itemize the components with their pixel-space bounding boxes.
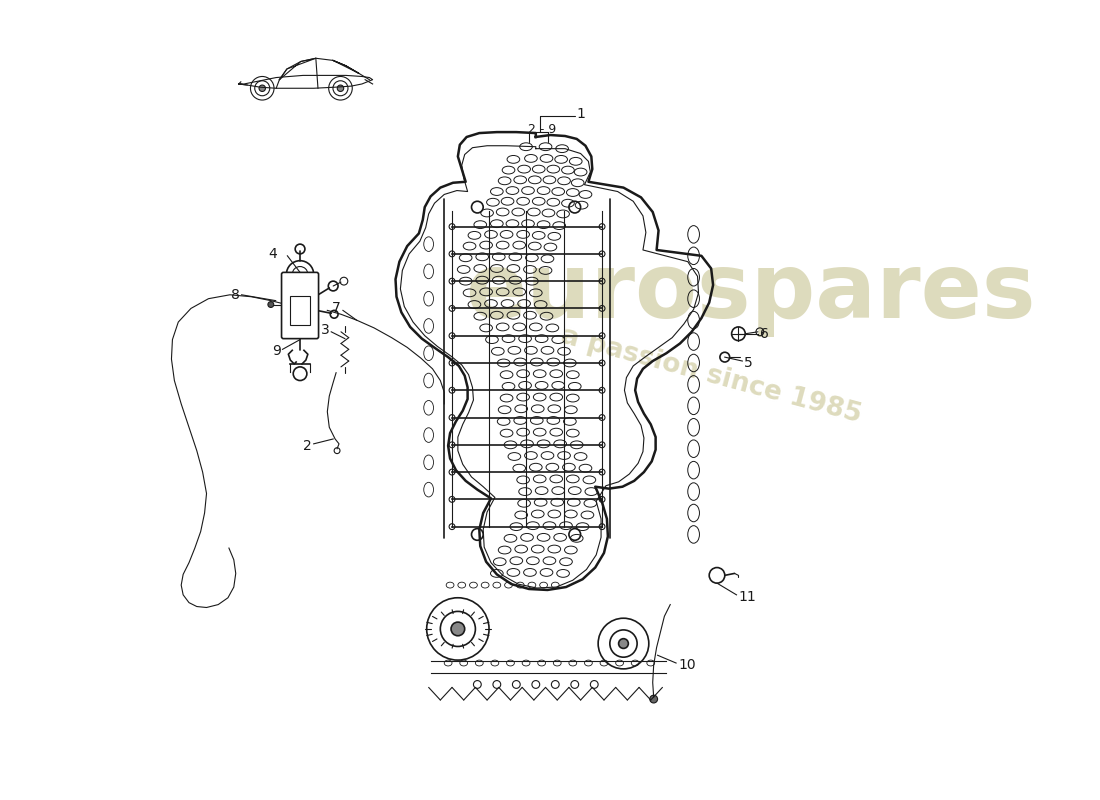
Text: 6: 6: [760, 326, 769, 341]
FancyBboxPatch shape: [290, 296, 310, 325]
Circle shape: [451, 622, 464, 636]
Text: 9: 9: [272, 344, 280, 358]
Text: 8: 8: [231, 288, 240, 302]
Text: 3: 3: [320, 323, 329, 337]
Text: 2: 2: [302, 438, 311, 453]
Text: eurospares: eurospares: [465, 249, 1035, 337]
Text: a passion since 1985: a passion since 1985: [558, 323, 865, 428]
Text: 11: 11: [738, 590, 756, 604]
Text: 2 - 9: 2 - 9: [528, 122, 557, 136]
Text: 1: 1: [576, 106, 585, 121]
Circle shape: [338, 85, 343, 91]
Text: 10: 10: [678, 658, 695, 672]
Text: 7: 7: [332, 302, 341, 315]
Text: 4: 4: [268, 247, 277, 261]
Circle shape: [618, 638, 628, 649]
Circle shape: [268, 302, 274, 307]
Circle shape: [258, 85, 265, 91]
Circle shape: [650, 695, 658, 703]
FancyBboxPatch shape: [282, 272, 319, 338]
Text: 5: 5: [745, 356, 754, 370]
